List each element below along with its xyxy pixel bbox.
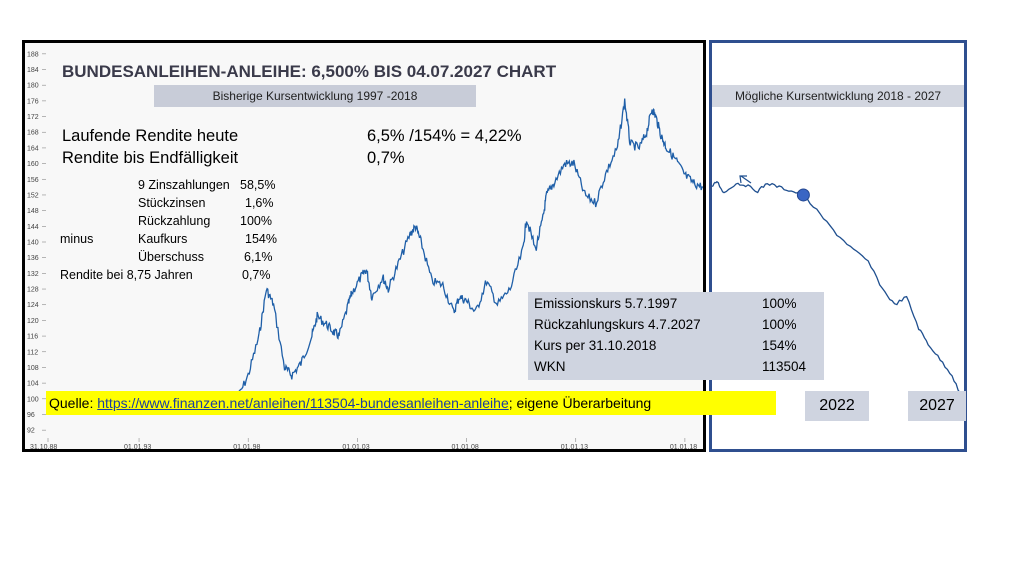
source-link[interactable]: https://www.finanzen.net/anleihen/113504… (97, 395, 509, 411)
calc-r6-label: Rendite bei 8,75 Jahren (60, 268, 193, 282)
yield-line1-label: Laufende Rendite heute (62, 127, 239, 145)
y-tick-label: 176 (27, 98, 39, 105)
source-note: Quelle: https://www.finanzen.net/anleihe… (46, 391, 776, 415)
y-tick-label: 132 (27, 271, 39, 278)
calc-r6-value: 0,7% (242, 268, 271, 282)
year-label-2022: 2022 (805, 391, 869, 421)
calc-r3-label: Rückzahlung (138, 214, 211, 228)
projection-chart-frame (709, 40, 967, 452)
y-tick-label: 136 (27, 255, 39, 262)
y-tick-label: 112 (27, 349, 38, 356)
info-r2-label: Rückzahlungskurs 4.7.2027 (534, 317, 701, 332)
y-tick-label: 92 (27, 428, 35, 435)
x-tick-label: 01.01.08 (452, 444, 479, 451)
info-r2-value: 100% (762, 317, 797, 332)
yield-line2-value: 0,7% (367, 149, 405, 167)
x-axis: 31.10.88 01.01.93 01.01.98 01.01.03 01.01.08… (30, 438, 697, 451)
y-tick-label: 96 (27, 412, 35, 419)
y-tick-label: 164 (27, 145, 39, 152)
y-tick-label: 160 (27, 161, 39, 168)
projection-marker (796, 188, 810, 202)
x-tick-label: 01.01.98 (233, 444, 260, 451)
y-tick-label: 184 (27, 67, 39, 74)
y-tick-label: 124 (27, 302, 39, 309)
y-axis: 92 96 100 104 108 112 116 120 124 128 132 136 140 144… (27, 51, 46, 435)
calc-r2-value: 1,6% (245, 196, 274, 210)
source-prefix: Quelle: (49, 395, 98, 411)
y-tick-label: 152 (27, 192, 39, 199)
yield-line1-value: 6,5% /154% = 4,22% (367, 127, 522, 145)
x-tick-label: 01.01.93 (124, 444, 151, 451)
y-tick-label: 156 (27, 177, 39, 184)
y-tick-label: 120 (27, 318, 39, 325)
y-tick-label: 172 (27, 114, 39, 121)
info-r4-label: WKN (534, 359, 566, 374)
y-tick-label: 168 (27, 130, 39, 137)
bond-info-box: Emissionskurs 5.7.1997 100% Rückzahlungs… (528, 292, 824, 380)
calc-r4-prefix: minus (60, 232, 94, 246)
x-tick-label: 01.01.13 (561, 444, 588, 451)
info-r3-label: Kurs per 31.10.2018 (534, 338, 657, 353)
y-tick-label: 100 (27, 396, 39, 403)
calc-r4-label: Kaufkurs (138, 232, 188, 246)
calc-r1-label: 9 Zinszahlungen (138, 178, 230, 192)
calc-r1-value: 58,5% (240, 178, 276, 192)
y-tick-label: 128 (27, 287, 39, 294)
y-tick-label: 140 (27, 240, 39, 247)
subtitle-future: Mögliche Kursentwicklung 2018 - 2027 (712, 85, 964, 107)
series-line-projection (711, 180, 963, 400)
series-line-historical (237, 98, 704, 393)
historical-chart-frame (22, 40, 706, 452)
calc-r4-value: 154% (245, 232, 277, 246)
calc-r2-label: Stückzinsen (138, 196, 206, 210)
y-tick-label: 148 (27, 208, 39, 215)
y-tick-label: 108 (27, 365, 39, 372)
chart-title: BUNDESANLEIHEN-ANLEIHE: 6,500% BIS 04.07… (62, 62, 557, 81)
calc-r3-value: 100% (240, 214, 272, 228)
calc-r5-value: 6,1% (244, 250, 273, 264)
x-tick-label: 01.01.03 (342, 444, 369, 451)
info-r4-value: 113504 (762, 359, 807, 374)
y-tick-label: 104 (27, 381, 39, 388)
calc-r5-label: Überschuss (138, 250, 204, 264)
info-r1-value: 100% (762, 296, 797, 311)
projection-arrow (739, 175, 752, 184)
x-tick-label: 01.01.18 (670, 444, 697, 451)
yield-line2-label: Rendite bis Endfälligkeit (62, 149, 239, 167)
info-r1-label: Emissionskurs 5.7.1997 (534, 296, 678, 311)
source-suffix: ; eigene Überarbeitung (508, 395, 652, 411)
year-label-2027: 2027 (908, 391, 966, 421)
x-tick-label: 31.10.88 (30, 444, 57, 451)
y-tick-label: 188 (27, 51, 39, 58)
y-tick-label: 144 (27, 224, 39, 231)
subtitle-past: Bisherige Kursentwicklung 1997 -2018 (154, 85, 476, 107)
y-tick-label: 116 (27, 334, 38, 341)
y-tick-label: 180 (27, 83, 39, 90)
info-r3-value: 154% (762, 338, 797, 353)
